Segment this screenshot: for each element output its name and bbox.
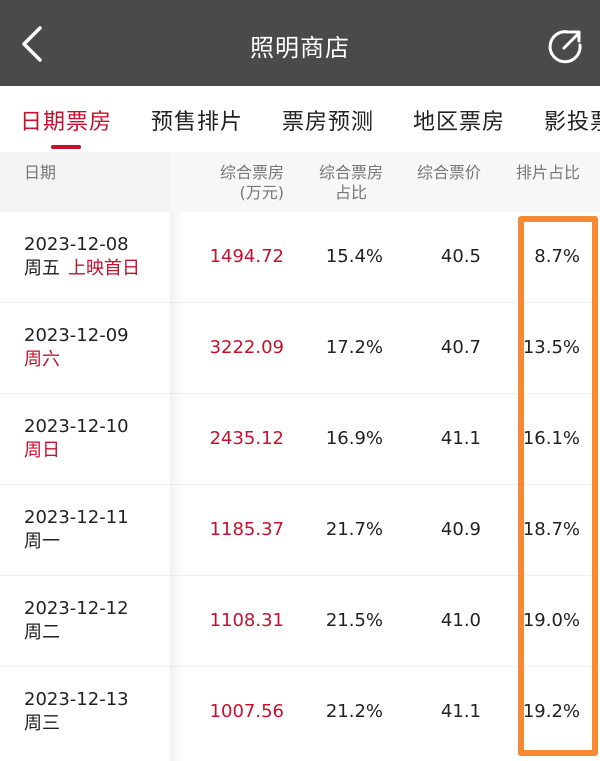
row-avg-price: 41.0 (440, 610, 481, 631)
tab-investor-box-office[interactable]: 影投票 (544, 110, 600, 135)
row-divider (0, 666, 600, 667)
header-schedule-share: 排片占比 (515, 163, 580, 182)
table-row[interactable]: 2023-12-11 周一 1185.37 21.7% 40.9 18.7% (0, 485, 600, 575)
share-button[interactable] (546, 28, 584, 66)
header-box-office: 综合票房 (219, 163, 284, 182)
table-row[interactable]: 2023-12-12 周二 1108.31 21.5% 41.0 19.0% (0, 576, 600, 666)
row-divider (0, 393, 600, 394)
row-box-share: 21.5% (325, 610, 383, 631)
row-weekday: 周日 (24, 440, 60, 461)
table-row[interactable]: 2023-12-10 周日 2435.12 16.9% 41.1 16.1% (0, 394, 600, 484)
header-box-office-unit: (万元) (239, 183, 285, 202)
tab-daily-box-office[interactable]: 日期票房 (20, 110, 113, 135)
row-date: 2023-12-11 (24, 507, 129, 528)
tab-presale-schedule[interactable]: 预售排片 (151, 110, 244, 135)
row-box-share: 21.2% (325, 701, 383, 722)
tab-regional-box-office[interactable]: 地区票房 (413, 110, 506, 135)
row-avg-price: 41.1 (440, 701, 481, 722)
row-schedule-share: 8.7% (534, 246, 580, 267)
row-avg-price: 40.7 (440, 337, 481, 358)
row-weekday: 周五 (24, 258, 60, 279)
row-weekday: 周三 (24, 713, 60, 734)
row-box-share: 21.7% (325, 519, 383, 540)
share-icon (548, 30, 582, 64)
row-box-office: 1007.56 (209, 701, 284, 722)
chevron-left-icon (22, 26, 42, 62)
header-sticky-column (0, 152, 170, 212)
row-schedule-share: 16.1% (522, 428, 580, 449)
row-box-office: 1494.72 (209, 246, 284, 267)
page-title: 照明商店 (250, 34, 350, 62)
row-schedule-share: 19.2% (522, 701, 580, 722)
row-avg-price: 40.5 (440, 246, 481, 267)
row-weekday: 周一 (24, 531, 60, 552)
sticky-column-shadow (170, 212, 184, 761)
table-row[interactable]: 2023-12-13 周三 1007.56 21.2% 41.1 19.2% (0, 667, 600, 757)
row-date: 2023-12-08 (24, 234, 129, 255)
row-box-office: 3222.09 (209, 337, 284, 358)
row-divider (0, 575, 600, 576)
row-divider (0, 302, 600, 303)
table-row[interactable]: 2023-12-09 周六 3222.09 17.2% 40.7 13.5% (0, 303, 600, 393)
row-schedule-share: 19.0% (522, 610, 580, 631)
row-weekday: 周二 (24, 622, 60, 643)
header-date: 日期 (24, 163, 57, 182)
schedule-share-highlight-box (518, 216, 598, 756)
row-box-office: 1108.31 (209, 610, 284, 631)
row-box-office: 1185.37 (209, 519, 284, 540)
row-box-office: 2435.12 (209, 428, 284, 449)
tab-bar: 日期票房 预售排片 票房预测 地区票房 影投票 (0, 86, 600, 152)
row-date: 2023-12-13 (24, 689, 129, 710)
row-box-share: 16.9% (325, 428, 383, 449)
row-date: 2023-12-10 (24, 416, 129, 437)
row-date: 2023-12-09 (24, 325, 129, 346)
header-box-share-line1: 综合票房 (318, 163, 383, 182)
title-bar: 照明商店 (0, 0, 600, 86)
header-box-share-line2: 占比 (334, 183, 367, 202)
header-avg-price: 综合票价 (416, 163, 481, 182)
row-avg-price: 40.9 (440, 519, 481, 540)
release-day-tag: 上映首日 (68, 258, 140, 279)
row-date: 2023-12-12 (24, 598, 129, 619)
row-weekday: 周六 (24, 349, 60, 370)
row-avg-price: 41.1 (440, 428, 481, 449)
row-box-share: 17.2% (325, 337, 383, 358)
active-tab-indicator (51, 145, 81, 149)
row-schedule-share: 18.7% (522, 519, 580, 540)
row-divider (0, 484, 600, 485)
table-row[interactable]: 2023-12-08 周五 上映首日 1494.72 15.4% 40.5 8.… (0, 212, 600, 302)
row-box-share: 15.4% (325, 246, 383, 267)
back-button[interactable] (14, 22, 54, 66)
tab-box-office-forecast[interactable]: 票房预测 (282, 110, 375, 135)
table-header: 日期 综合票房 (万元) 综合票房 占比 综合票价 排片占比 (0, 152, 600, 212)
row-schedule-share: 13.5% (522, 337, 580, 358)
